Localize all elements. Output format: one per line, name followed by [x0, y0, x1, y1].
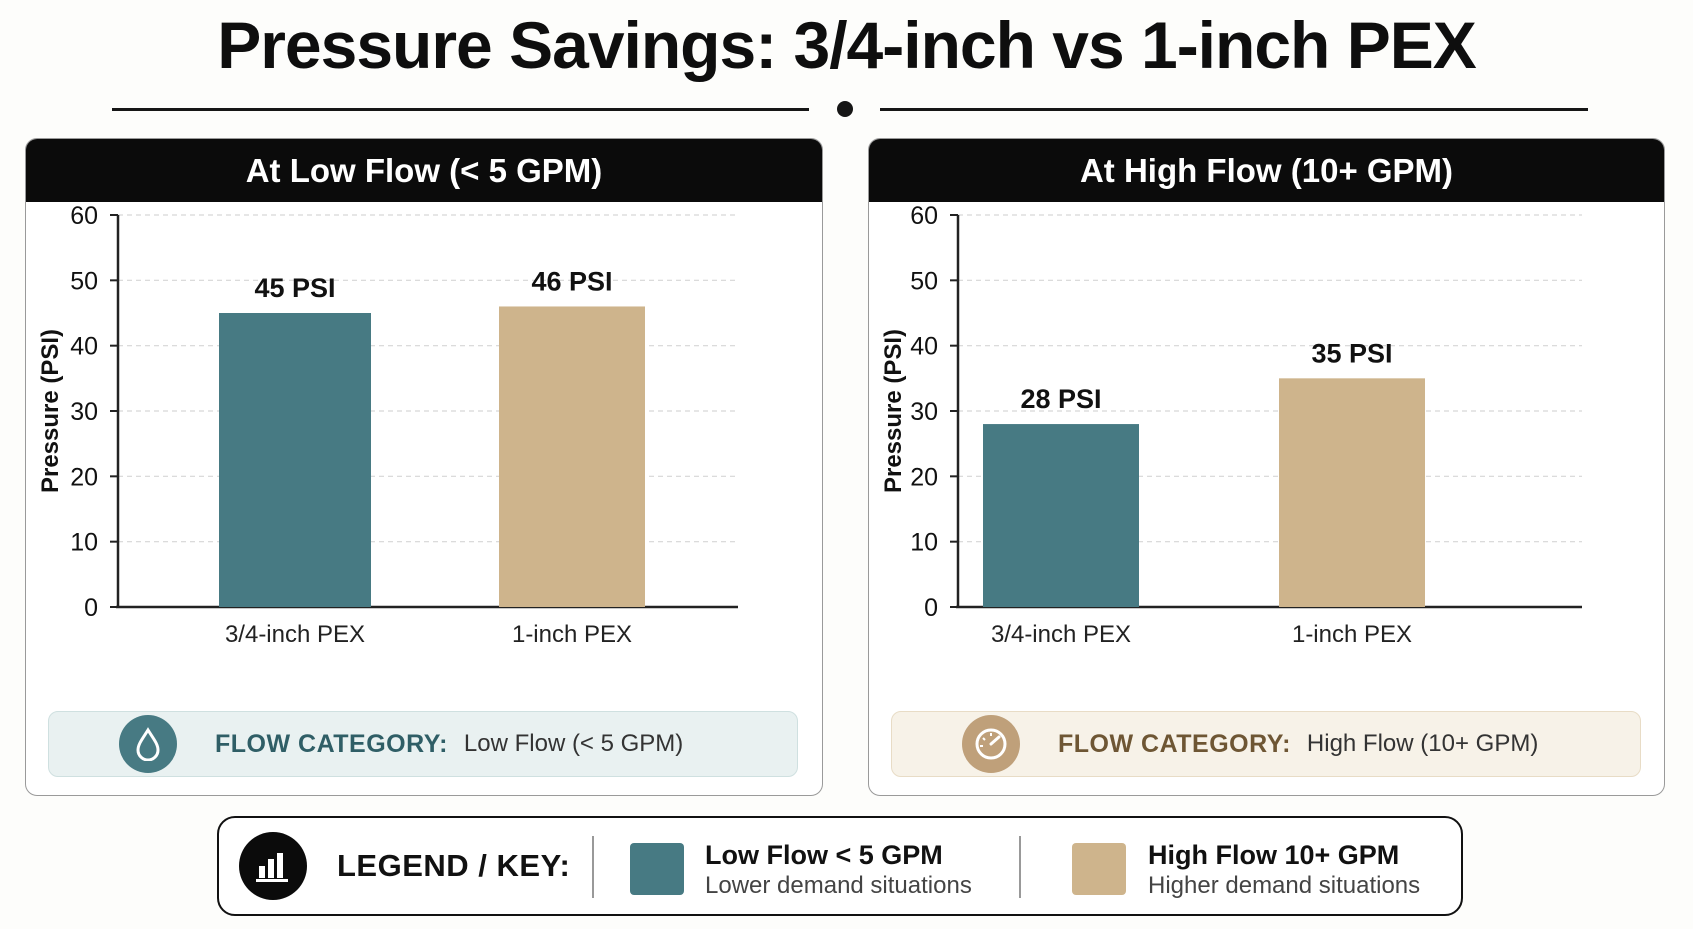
y-tick-label: 40	[910, 333, 938, 361]
water-drop-icon	[119, 715, 177, 773]
y-tick-label: 60	[910, 202, 938, 230]
low-flow-category-label: FLOW CATEGORY:	[215, 729, 448, 758]
legend: LEGEND / KEY: Low Flow < 5 GPM Lower dem…	[217, 816, 1463, 916]
y-tick-label: 50	[70, 267, 98, 295]
legend-item-high-description: Higher demand situations	[1148, 872, 1421, 899]
x-tick-label: 3/4-inch PEX	[991, 621, 1131, 648]
y-tick-label: 0	[84, 594, 98, 622]
y-tick-label: 50	[910, 267, 938, 295]
bar-chart-icon	[239, 832, 307, 900]
title-divider-left	[112, 108, 809, 111]
high-flow-panel: At High Flow (10+ GPM) 0 10 20 30 40 50 60 Pres…	[868, 138, 1665, 796]
legend-item-low-description: Lower demand situations	[705, 872, 972, 899]
high-flow-category-value: High Flow (10+ GPM)	[1306, 730, 1539, 757]
low-flow-category-value: Low Flow (< 5 GPM)	[463, 730, 684, 757]
data-label: 28 PSI	[1020, 384, 1101, 414]
y-tick-label: 40	[70, 333, 98, 361]
bar-three-quarter-inch	[219, 313, 371, 607]
low-flow-chart: 0 10 20 30 40 50 60 Pressure (PSI) 45 PSI 3/4-inc…	[37, 202, 738, 648]
legend-divider	[592, 836, 594, 898]
data-label: 46 PSI	[531, 266, 612, 296]
title-divider-right	[880, 108, 1588, 111]
bar-three-quarter-inch	[983, 424, 1139, 607]
x-tick-label: 1-inch PEX	[512, 621, 632, 648]
x-tick-label: 3/4-inch PEX	[225, 621, 365, 648]
high-flow-chart: 0 10 20 30 40 50 60 Pressure (PSI) 28 PSI 3/4-inc…	[880, 202, 1582, 648]
high-flow-chart-title: At High Flow (10+ GPM)	[869, 139, 1664, 202]
title-divider-dot	[837, 101, 853, 117]
data-label: 45 PSI	[254, 273, 335, 303]
x-tick-label: 1-inch PEX	[1292, 621, 1412, 648]
y-tick-label: 20	[70, 463, 98, 491]
y-tick-label: 60	[70, 202, 98, 230]
data-label: 35 PSI	[1311, 338, 1392, 368]
bar-one-inch	[1279, 378, 1425, 607]
y-axis-label: Pressure (PSI)	[37, 329, 64, 493]
legend-title: LEGEND / KEY:	[337, 848, 571, 883]
low-flow-category-box: FLOW CATEGORY: Low Flow (< 5 GPM)	[48, 711, 798, 777]
page-title: Pressure Savings: 3/4-inch vs 1-inch PEX	[217, 8, 1477, 82]
speedometer-icon	[962, 715, 1020, 773]
high-flow-category-box: FLOW CATEGORY: High Flow (10+ GPM)	[891, 711, 1641, 777]
y-tick-label: 20	[910, 463, 938, 491]
low-flow-chart-title: At Low Flow (< 5 GPM)	[26, 139, 822, 202]
legend-item-high-name: High Flow 10+ GPM	[1148, 840, 1400, 870]
y-axis-label: Pressure (PSI)	[880, 329, 907, 493]
y-tick-label: 30	[70, 398, 98, 426]
high-flow-category-label: FLOW CATEGORY:	[1058, 729, 1291, 758]
legend-divider	[1019, 836, 1021, 898]
y-tick-label: 30	[910, 398, 938, 426]
y-tick-label: 0	[924, 594, 938, 622]
y-tick-label: 10	[910, 529, 938, 557]
y-tick-label: 10	[70, 529, 98, 557]
legend-swatch-low	[630, 843, 684, 895]
legend-item-low-name: Low Flow < 5 GPM	[705, 840, 943, 870]
low-flow-panel: At Low Flow (< 5 GPM) 0 10 20 30 40 50 60 Press…	[25, 138, 823, 796]
bar-one-inch	[499, 306, 645, 607]
legend-swatch-high	[1072, 843, 1126, 895]
